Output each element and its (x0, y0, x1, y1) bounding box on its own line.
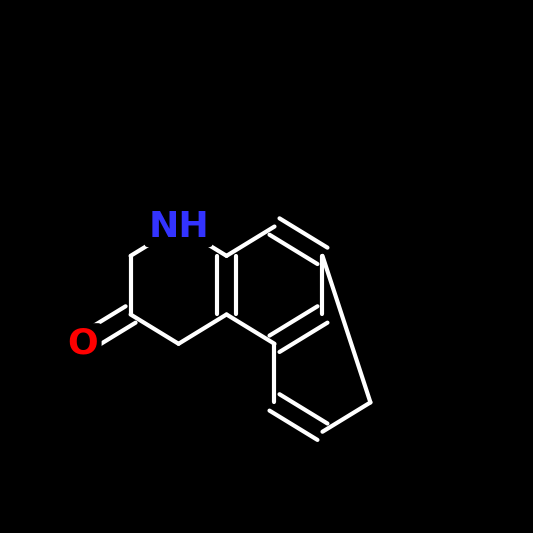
Text: NH: NH (148, 209, 209, 244)
Text: O: O (67, 327, 98, 361)
